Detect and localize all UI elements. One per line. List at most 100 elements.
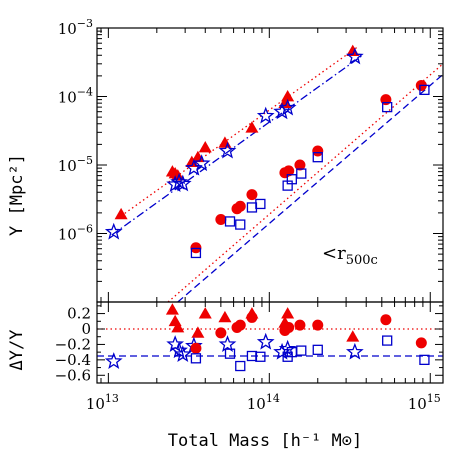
star-marker (345, 342, 364, 360)
y-tick-label: −0.2 (55, 335, 91, 353)
circle-marker (215, 327, 227, 339)
y-tick-exponent: −6 (77, 223, 93, 236)
star-marker (256, 106, 275, 124)
y-tick-exponent: −3 (77, 17, 93, 30)
bottom-frame (96, 301, 444, 384)
circle-marker (380, 94, 392, 106)
circle-marker (294, 159, 306, 171)
star-marker (104, 352, 123, 369)
square-marker (296, 345, 307, 356)
top-panel: 10−6 10−5 10−4 10−3 <r500c (58, 17, 444, 303)
star-marker (192, 154, 211, 172)
square-marker (235, 219, 246, 230)
x-tick-label: 1014 (247, 392, 280, 413)
x-tick-label: 1015 (408, 392, 441, 413)
triangle-marker (198, 141, 212, 153)
star-marker (345, 47, 364, 65)
star-marker (218, 335, 237, 352)
bottom-series-filled-circle (190, 311, 427, 354)
top-series-open-star (104, 47, 364, 240)
circle-marker (312, 145, 324, 157)
triangle-marker (191, 326, 205, 338)
radius-annotation: <r500c (322, 243, 378, 268)
circle-marker (380, 314, 392, 326)
square-marker (312, 152, 323, 163)
triangle-marker (281, 307, 295, 319)
circle-marker (294, 319, 306, 331)
circle-marker (283, 321, 295, 333)
x-axis-label: Total Mass [h⁻¹ M⊙] (168, 431, 362, 451)
circle-marker (234, 200, 246, 212)
y-tick-exponent: −5 (77, 154, 93, 167)
circle-marker (190, 342, 202, 354)
y-tick-label: −0.4 (55, 351, 91, 369)
y-axis-label-bottom: ΔY/Y (7, 330, 27, 371)
square-marker (382, 335, 393, 346)
square-marker (255, 198, 266, 210)
star-marker (218, 141, 237, 159)
y-tick-label: 0 (81, 320, 91, 338)
y-tick-label: 0.2 (67, 305, 91, 323)
x-tick-label: 1013 (86, 392, 119, 413)
circle-marker (283, 165, 295, 177)
circle-marker (215, 214, 227, 226)
triangle-marker (218, 136, 232, 148)
bottom-panel: 0.20−0.2−0.4−0.6 1013 1014 1015 (55, 301, 444, 413)
star-marker (278, 98, 297, 116)
top-fit-line-3 (177, 73, 443, 302)
y-tick-exponent: −4 (77, 86, 93, 99)
square-marker (224, 216, 236, 227)
top-fit-line-2 (167, 63, 443, 302)
triangle-marker (281, 90, 295, 102)
radius-annotation-subscript: 500c (346, 253, 378, 268)
square-marker (382, 101, 393, 113)
x-tick-exponent: 15 (427, 392, 441, 405)
circle-marker (312, 319, 324, 331)
triangle-marker (114, 207, 128, 220)
x-tick-exponent: 14 (266, 392, 280, 405)
top-frame (96, 27, 444, 303)
bottom-series-open-square (190, 335, 430, 372)
y-tick-label: 10−4 (58, 86, 93, 107)
top-fit-line-0 (120, 46, 358, 217)
x-tick-exponent: 13 (105, 392, 119, 405)
square-marker (235, 360, 246, 372)
star-marker (173, 345, 192, 362)
y-tick-label: 10−3 (58, 17, 93, 38)
square-marker (255, 351, 266, 362)
square-marker (246, 202, 258, 213)
triangle-marker (346, 330, 360, 342)
square-marker (224, 348, 236, 359)
square-marker (286, 174, 297, 185)
triangle-marker (165, 303, 179, 315)
triangle-marker (218, 310, 232, 323)
triangle-marker (171, 320, 185, 333)
top-fit-line-1 (111, 54, 364, 236)
circle-marker (190, 242, 202, 254)
triangle-marker (245, 121, 259, 133)
square-marker (190, 353, 202, 364)
star-marker (173, 174, 192, 192)
circle-marker (246, 311, 258, 323)
square-marker (419, 354, 430, 366)
star-marker (273, 102, 291, 120)
square-marker (312, 344, 323, 355)
circle-marker (234, 319, 246, 331)
circle-marker (415, 337, 427, 349)
square-marker (296, 168, 307, 179)
y-tick-label: 10−6 (58, 223, 93, 244)
square-marker (190, 247, 202, 259)
top-series-filled-triangle (114, 44, 360, 220)
y-tick-label: −0.6 (55, 366, 91, 384)
bottom-series-filled-triangle (165, 303, 360, 342)
star-marker (256, 332, 275, 350)
star-marker (104, 222, 123, 240)
square-marker (419, 84, 430, 96)
y-axis-label-top: Y [Mpc²] (7, 154, 27, 236)
top-series-open-square (190, 84, 430, 259)
top-plot-area (104, 44, 443, 302)
y-tick-label: 10−5 (58, 154, 93, 175)
bottom-plot-area (97, 303, 443, 372)
top-series-filled-circle (190, 79, 427, 254)
